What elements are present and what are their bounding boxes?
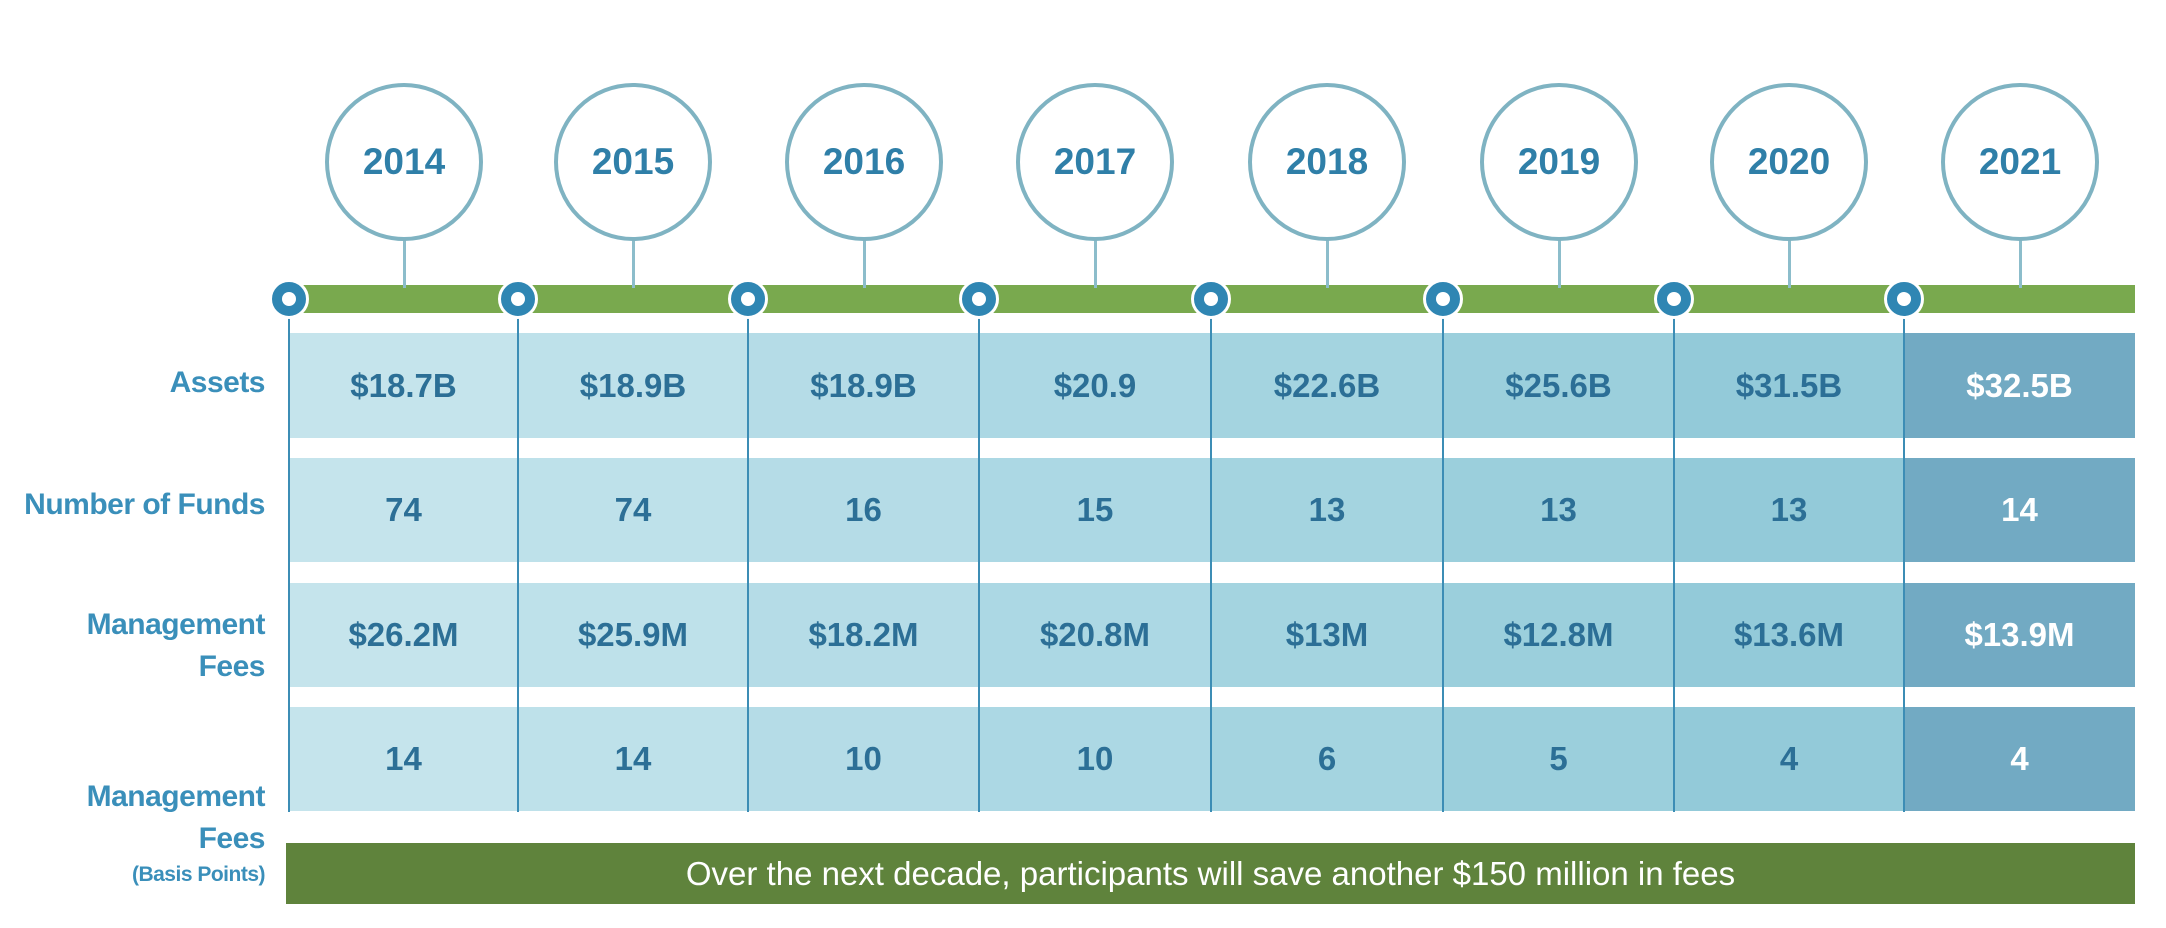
table-cell: 13 [1211, 458, 1443, 562]
table-cell: $13M [1211, 583, 1443, 687]
timeline-node [728, 279, 768, 319]
year-connector [1094, 240, 1097, 288]
timeline-node-center [1667, 292, 1681, 306]
year-circle-2014: 2014 [325, 83, 483, 241]
timeline-node-center [511, 292, 525, 306]
table-cell: 4 [1674, 707, 1904, 811]
table-cell: 14 [289, 707, 518, 811]
table-cell: 10 [979, 707, 1211, 811]
timeline-node-center [1897, 292, 1911, 306]
table-cell: 13 [1674, 458, 1904, 562]
table-cell: 15 [979, 458, 1211, 562]
row-label-number-of-funds: Number of Funds [24, 488, 265, 521]
table-cell: 14 [518, 707, 748, 811]
year-connector [2019, 240, 2022, 288]
timeline-node-center [1436, 292, 1450, 306]
timeline-node [1191, 279, 1231, 319]
row-label-management-fees-bps: Management Fees (Basis Points) [65, 776, 266, 890]
timeline-node [498, 279, 538, 319]
year-connector [403, 240, 406, 288]
year-circle-2020: 2020 [1710, 83, 1868, 241]
table-cell: $13.9M [1904, 583, 2135, 687]
timeline-node [1654, 279, 1694, 319]
table-cell: $18.9B [518, 333, 748, 438]
table-cell: 14 [1904, 458, 2135, 562]
row-label-assets: Assets [169, 366, 266, 399]
year-circle-2019: 2019 [1480, 83, 1638, 241]
column-divider [747, 300, 749, 812]
table-cell: 5 [1443, 707, 1674, 811]
column-divider [1442, 300, 1444, 812]
year-circle-2021: 2021 [1941, 83, 2099, 241]
table-cell: 74 [289, 458, 518, 562]
table-cell: $20.9 [979, 333, 1211, 438]
table-cell: $31.5B [1674, 333, 1904, 438]
column-divider [1673, 300, 1675, 812]
table-cell: 6 [1211, 707, 1443, 811]
table-cell: 10 [748, 707, 979, 811]
year-connector [1326, 240, 1329, 288]
table-cell: $32.5B [1904, 333, 2135, 438]
timeline-node-center [741, 292, 755, 306]
savings-banner: Over the next decade, participants will … [286, 843, 2135, 904]
timeline-node [1884, 279, 1924, 319]
column-divider [978, 300, 980, 812]
column-divider [1903, 300, 1905, 812]
timeline-node [1423, 279, 1463, 319]
timeline-node [959, 279, 999, 319]
year-connector [1558, 240, 1561, 288]
table-cell: $25.9M [518, 583, 748, 687]
row-sublabel-basis-points: (Basis Points) [131, 863, 266, 886]
table-cell: 74 [518, 458, 748, 562]
table-cell: $18.9B [748, 333, 979, 438]
table-cell: $12.8M [1443, 583, 1674, 687]
table-cell: $20.8M [979, 583, 1211, 687]
table-cell: 16 [748, 458, 979, 562]
year-circle-2015: 2015 [554, 83, 712, 241]
row-label-management-fees: Management Fees [86, 608, 266, 683]
timeline-node-center [972, 292, 986, 306]
year-connector [632, 240, 635, 288]
column-divider [1210, 300, 1212, 812]
table-cell: 13 [1443, 458, 1674, 562]
table-cell: $22.6B [1211, 333, 1443, 438]
year-connector [1788, 240, 1791, 288]
table-cell: $18.2M [748, 583, 979, 687]
table-cell: $25.6B [1443, 333, 1674, 438]
year-circle-2016: 2016 [785, 83, 943, 241]
timeline-node [269, 279, 309, 319]
year-circle-2018: 2018 [1248, 83, 1406, 241]
table-cell: $26.2M [289, 583, 518, 687]
table-cell: $18.7B [289, 333, 518, 438]
timeline-node-center [282, 292, 296, 306]
year-connector [863, 240, 866, 288]
column-divider [517, 300, 519, 812]
column-divider [288, 300, 290, 812]
year-circle-2017: 2017 [1016, 83, 1174, 241]
table-cell: 4 [1904, 707, 2135, 811]
timeline-node-center [1204, 292, 1218, 306]
table-cell: $13.6M [1674, 583, 1904, 687]
